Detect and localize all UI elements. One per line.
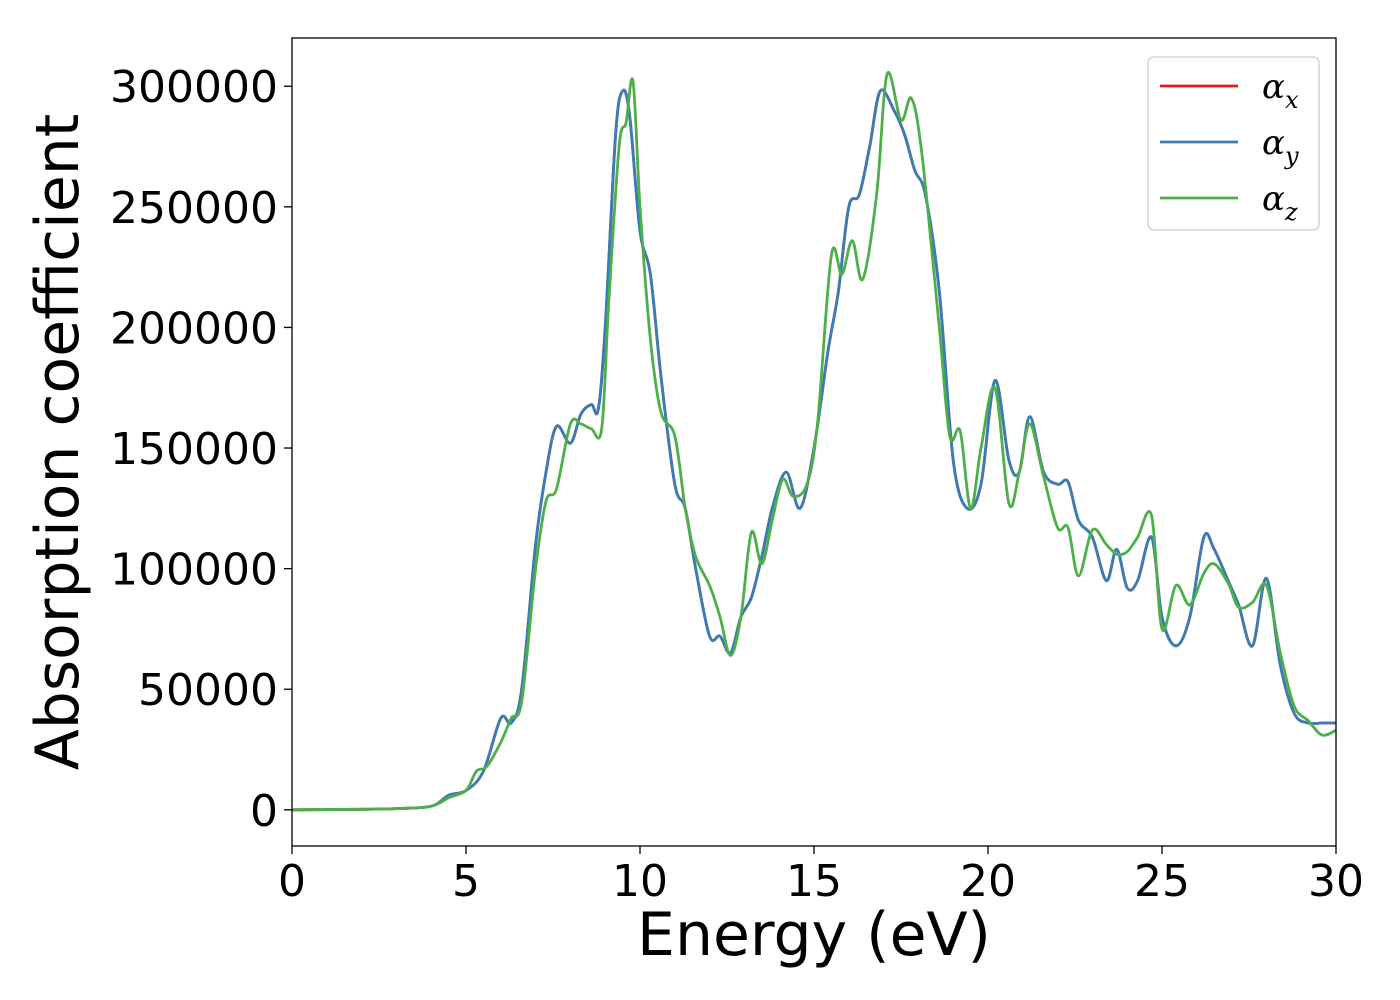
legend-subscript: z xyxy=(1284,198,1298,226)
legend-subscript: y xyxy=(1284,142,1299,170)
y-axis: 0 50000 100000 150000 200000 250000 300000 xyxy=(110,62,292,837)
x-tick-label: 0 xyxy=(278,856,306,907)
x-axis: 0 5 10 15 20 25 30 xyxy=(278,846,1364,907)
x-tick-label: 15 xyxy=(786,856,842,907)
y-axis-label: Absorption coefficient xyxy=(23,114,93,771)
legend-subscript: x xyxy=(1285,86,1299,114)
x-tick-label: 30 xyxy=(1308,856,1364,907)
y-tick-label: 50000 xyxy=(138,665,278,716)
y-tick-label: 100000 xyxy=(110,545,278,596)
legend-box xyxy=(1147,56,1320,231)
x-axis-label: Energy (eV) xyxy=(637,900,991,970)
series-layer xyxy=(291,70,1337,812)
x-tick-label: 20 xyxy=(960,856,1016,907)
y-tick-label: 150000 xyxy=(110,424,278,475)
y-tick-label: 0 xyxy=(250,786,278,837)
y-tick-label: 250000 xyxy=(110,183,278,234)
y-tick-label: 200000 xyxy=(110,303,278,354)
x-tick-label: 10 xyxy=(612,856,668,907)
series-line-z xyxy=(291,70,1337,812)
x-tick-label: 5 xyxy=(452,856,480,907)
x-tick-label: 25 xyxy=(1134,856,1190,907)
y-tick-label: 300000 xyxy=(110,62,278,113)
